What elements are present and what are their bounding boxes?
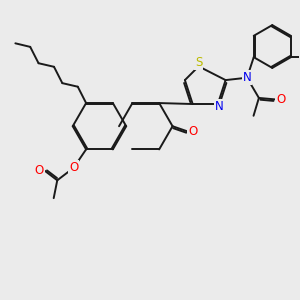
Text: O: O xyxy=(276,93,285,106)
Text: O: O xyxy=(69,161,78,174)
Text: S: S xyxy=(195,56,202,69)
Text: O: O xyxy=(188,125,198,138)
Text: O: O xyxy=(35,164,44,177)
Text: N: N xyxy=(243,71,251,84)
Text: N: N xyxy=(215,100,224,113)
